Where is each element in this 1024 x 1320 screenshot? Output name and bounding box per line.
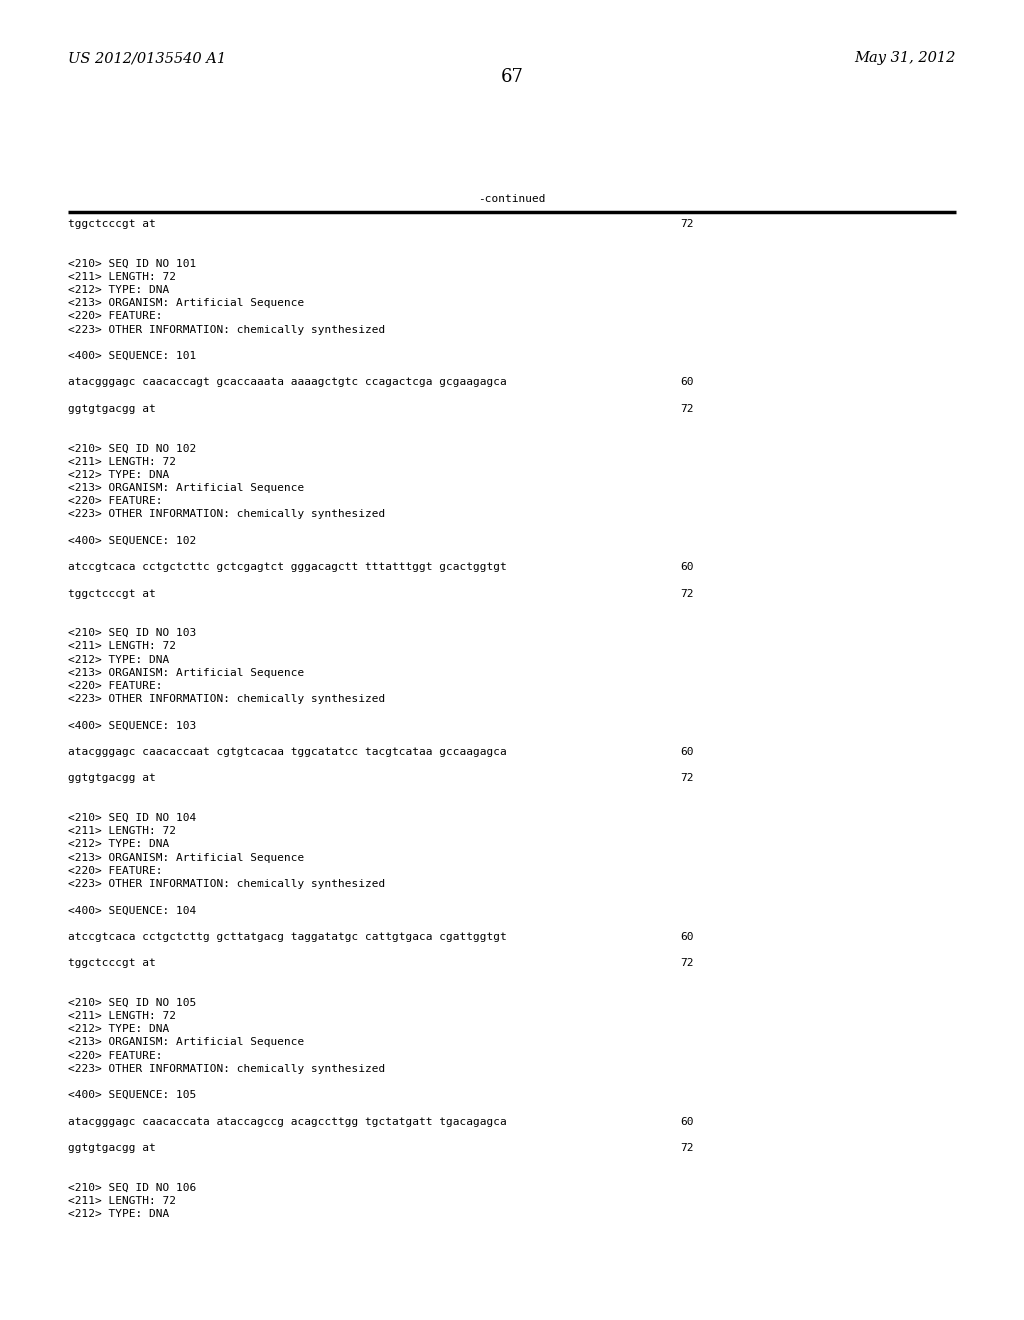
- Text: <223> OTHER INFORMATION: chemically synthesized: <223> OTHER INFORMATION: chemically synt…: [68, 1064, 385, 1073]
- Text: <210> SEQ ID NO 102: <210> SEQ ID NO 102: [68, 444, 197, 453]
- Text: 60: 60: [680, 562, 693, 572]
- Text: <220> FEATURE:: <220> FEATURE:: [68, 496, 163, 506]
- Text: atacgggagc caacaccaat cgtgtcacaa tggcatatcc tacgtcataa gccaagagca: atacgggagc caacaccaat cgtgtcacaa tggcata…: [68, 747, 507, 756]
- Text: 72: 72: [680, 774, 693, 783]
- Text: tggctcccgt at: tggctcccgt at: [68, 589, 156, 598]
- Text: atccgtcaca cctgctcttg gcttatgacg taggatatgc cattgtgaca cgattggtgt: atccgtcaca cctgctcttg gcttatgacg taggata…: [68, 932, 507, 941]
- Text: <220> FEATURE:: <220> FEATURE:: [68, 312, 163, 321]
- Text: <400> SEQUENCE: 102: <400> SEQUENCE: 102: [68, 536, 197, 545]
- Text: May 31, 2012: May 31, 2012: [855, 51, 956, 65]
- Text: <210> SEQ ID NO 104: <210> SEQ ID NO 104: [68, 813, 197, 822]
- Text: 60: 60: [680, 932, 693, 941]
- Text: ggtgtgacgg at: ggtgtgacgg at: [68, 1143, 156, 1152]
- Text: <212> TYPE: DNA: <212> TYPE: DNA: [68, 840, 169, 849]
- Text: <220> FEATURE:: <220> FEATURE:: [68, 681, 163, 690]
- Text: <212> TYPE: DNA: <212> TYPE: DNA: [68, 1209, 169, 1218]
- Text: <213> ORGANISM: Artificial Sequence: <213> ORGANISM: Artificial Sequence: [68, 483, 304, 492]
- Text: <211> LENGTH: 72: <211> LENGTH: 72: [68, 1011, 176, 1020]
- Text: 60: 60: [680, 1117, 693, 1126]
- Text: <212> TYPE: DNA: <212> TYPE: DNA: [68, 1024, 169, 1034]
- Text: 72: 72: [680, 589, 693, 598]
- Text: <212> TYPE: DNA: <212> TYPE: DNA: [68, 285, 169, 294]
- Text: <223> OTHER INFORMATION: chemically synthesized: <223> OTHER INFORMATION: chemically synt…: [68, 879, 385, 888]
- Text: 67: 67: [501, 69, 523, 86]
- Text: 72: 72: [680, 404, 693, 413]
- Text: <213> ORGANISM: Artificial Sequence: <213> ORGANISM: Artificial Sequence: [68, 1038, 304, 1047]
- Text: <211> LENGTH: 72: <211> LENGTH: 72: [68, 1196, 176, 1205]
- Text: <223> OTHER INFORMATION: chemically synthesized: <223> OTHER INFORMATION: chemically synt…: [68, 694, 385, 704]
- Text: <400> SEQUENCE: 104: <400> SEQUENCE: 104: [68, 906, 197, 915]
- Text: ggtgtgacgg at: ggtgtgacgg at: [68, 404, 156, 413]
- Text: <223> OTHER INFORMATION: chemically synthesized: <223> OTHER INFORMATION: chemically synt…: [68, 510, 385, 519]
- Text: ggtgtgacgg at: ggtgtgacgg at: [68, 774, 156, 783]
- Text: <210> SEQ ID NO 106: <210> SEQ ID NO 106: [68, 1183, 197, 1192]
- Text: <211> LENGTH: 72: <211> LENGTH: 72: [68, 457, 176, 466]
- Text: 72: 72: [680, 1143, 693, 1152]
- Text: <211> LENGTH: 72: <211> LENGTH: 72: [68, 826, 176, 836]
- Text: <213> ORGANISM: Artificial Sequence: <213> ORGANISM: Artificial Sequence: [68, 853, 304, 862]
- Text: <220> FEATURE:: <220> FEATURE:: [68, 1051, 163, 1060]
- Text: 72: 72: [680, 219, 693, 228]
- Text: tggctcccgt at: tggctcccgt at: [68, 219, 156, 228]
- Text: 60: 60: [680, 747, 693, 756]
- Text: <220> FEATURE:: <220> FEATURE:: [68, 866, 163, 875]
- Text: <223> OTHER INFORMATION: chemically synthesized: <223> OTHER INFORMATION: chemically synt…: [68, 325, 385, 334]
- Text: <212> TYPE: DNA: <212> TYPE: DNA: [68, 655, 169, 664]
- Text: <400> SEQUENCE: 101: <400> SEQUENCE: 101: [68, 351, 197, 360]
- Text: US 2012/0135540 A1: US 2012/0135540 A1: [68, 51, 226, 65]
- Text: <213> ORGANISM: Artificial Sequence: <213> ORGANISM: Artificial Sequence: [68, 298, 304, 308]
- Text: <213> ORGANISM: Artificial Sequence: <213> ORGANISM: Artificial Sequence: [68, 668, 304, 677]
- Text: atccgtcaca cctgctcttc gctcgagtct gggacagctt tttatttggt gcactggtgt: atccgtcaca cctgctcttc gctcgagtct gggacag…: [68, 562, 507, 572]
- Text: <211> LENGTH: 72: <211> LENGTH: 72: [68, 642, 176, 651]
- Text: <400> SEQUENCE: 103: <400> SEQUENCE: 103: [68, 721, 197, 730]
- Text: <210> SEQ ID NO 105: <210> SEQ ID NO 105: [68, 998, 197, 1007]
- Text: <210> SEQ ID NO 103: <210> SEQ ID NO 103: [68, 628, 197, 638]
- Text: 60: 60: [680, 378, 693, 387]
- Text: <212> TYPE: DNA: <212> TYPE: DNA: [68, 470, 169, 479]
- Text: <400> SEQUENCE: 105: <400> SEQUENCE: 105: [68, 1090, 197, 1100]
- Text: atacgggagc caacaccata ataccagccg acagccttgg tgctatgatt tgacagagca: atacgggagc caacaccata ataccagccg acagcct…: [68, 1117, 507, 1126]
- Text: <210> SEQ ID NO 101: <210> SEQ ID NO 101: [68, 259, 197, 268]
- Text: -continued: -continued: [478, 194, 546, 205]
- Text: atacgggagc caacaccagt gcaccaaata aaaagctgtc ccagactcga gcgaagagca: atacgggagc caacaccagt gcaccaaata aaaagct…: [68, 378, 507, 387]
- Text: <211> LENGTH: 72: <211> LENGTH: 72: [68, 272, 176, 281]
- Text: tggctcccgt at: tggctcccgt at: [68, 958, 156, 968]
- Text: 72: 72: [680, 958, 693, 968]
